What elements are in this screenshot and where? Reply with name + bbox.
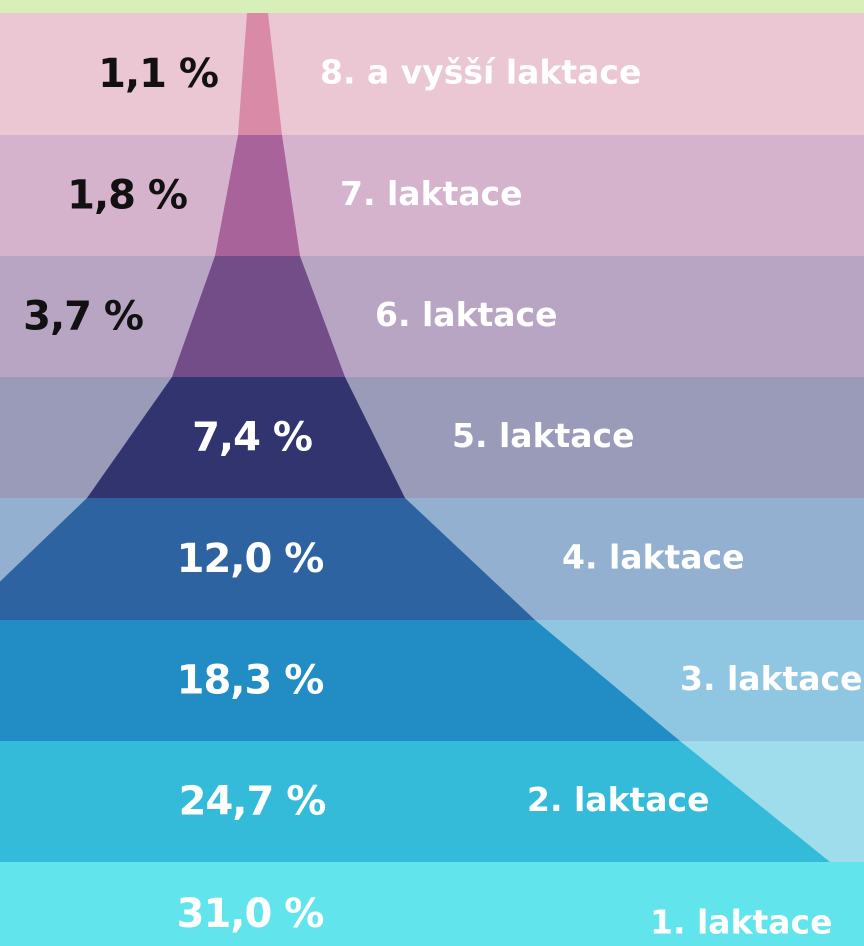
value-label: 3,7 %	[23, 294, 143, 340]
category-label: 4. laktace	[562, 538, 745, 577]
value-label: 31,0 %	[177, 891, 324, 937]
value-label: 7,4 %	[192, 415, 312, 461]
category-label: 8. a vyšší laktace	[320, 53, 641, 92]
category-label: 6. laktace	[375, 295, 558, 334]
category-label: 3. laktace	[680, 659, 863, 698]
value-label: 18,3 %	[177, 658, 324, 704]
value-label: 24,7 %	[179, 779, 326, 825]
top-strip	[0, 0, 864, 13]
value-label: 12,0 %	[177, 536, 324, 582]
category-label: 7. laktace	[340, 174, 523, 213]
value-label: 1,8 %	[67, 173, 187, 219]
category-label: 1. laktace	[650, 903, 833, 942]
page: {"chart_data": {"type": "pyramid", "cate…	[0, 0, 864, 946]
value-label: 1,1 %	[98, 51, 218, 97]
chart: 1,1 % 8. a vyšší laktace 1,8 % 7. laktace 3,…	[0, 0, 864, 946]
category-label: 5. laktace	[452, 416, 635, 455]
category-label: 2. laktace	[527, 780, 710, 819]
